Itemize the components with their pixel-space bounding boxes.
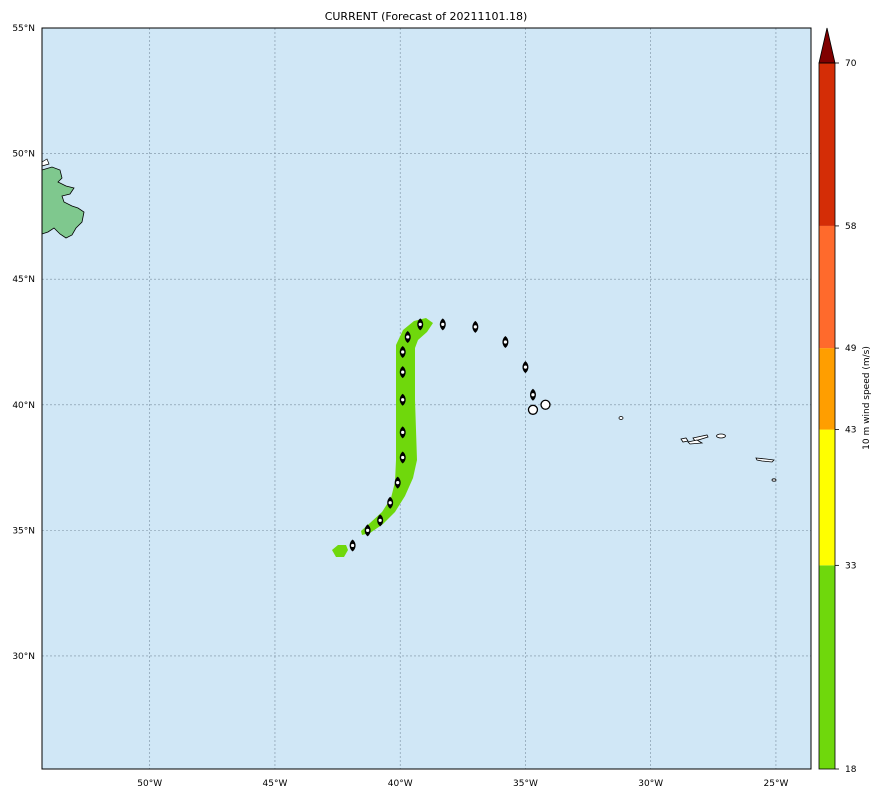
hurricane-symbol — [417, 318, 424, 331]
map-panel — [41, 27, 812, 770]
colorbar-segment — [819, 565, 835, 769]
wind-swath — [332, 318, 433, 557]
lat-tick-label: 50°N — [12, 150, 35, 160]
lat-tick-label: 40°N — [12, 401, 35, 411]
azores-islands — [618, 416, 777, 482]
colorbar-ticks: 18 33 43 49 58 70 — [835, 59, 857, 775]
hurricane-symbol — [364, 524, 371, 537]
island-corvo — [618, 416, 624, 420]
lat-tick-label: 45°N — [12, 275, 35, 285]
lat-tick-label: 55°N — [12, 24, 35, 34]
wind-swath-main — [361, 318, 433, 535]
island-terceira — [716, 433, 726, 439]
hurricane-symbol — [472, 320, 479, 333]
hurricane-symbol — [529, 388, 536, 401]
hurricane-symbol — [522, 361, 529, 374]
colorbar-label: 10 m wind speed (m/s) — [862, 346, 872, 450]
colorbar-segment — [819, 429, 835, 566]
hurricane-symbol — [387, 496, 394, 509]
colorbar-extend-arrow — [818, 27, 836, 64]
island-sao-jorge — [692, 434, 709, 442]
island-graciosa — [680, 437, 689, 443]
hurricane-symbol — [399, 366, 406, 379]
low-pressure-symbol — [527, 404, 539, 415]
colorbar-segment — [819, 63, 835, 226]
island-santa-maria — [771, 478, 777, 482]
wind-swath-fragment — [332, 545, 348, 557]
hurricane-symbol — [399, 346, 406, 359]
lat-tick-label: 35°N — [12, 526, 35, 536]
lon-tick-label: 45°W — [263, 779, 288, 789]
colorbar-tick-label: 49 — [845, 344, 857, 354]
map-title: CURRENT (Forecast of 20211101.18) — [325, 10, 528, 23]
lon-tick-label: 35°W — [513, 779, 538, 789]
ocean-background — [42, 28, 811, 769]
hurricane-symbol — [439, 318, 446, 331]
storm-track — [349, 318, 551, 552]
map-frame — [41, 27, 812, 770]
colorbar-segments — [819, 63, 835, 769]
hurricane-symbol — [377, 514, 384, 527]
colorbar-tick-label: 58 — [845, 222, 857, 232]
longitude-tick-labels: 50°W 45°W 40°W 35°W 30°W 25°W — [137, 779, 788, 789]
lon-tick-label: 40°W — [388, 779, 413, 789]
colorbar-tick-label: 43 — [845, 426, 856, 436]
low-pressure-symbol — [540, 399, 551, 410]
colorbar-frame — [818, 62, 836, 770]
colorbar-segment — [819, 348, 835, 430]
island-sao-miguel — [755, 457, 775, 463]
lon-tick-label: 30°W — [638, 779, 663, 789]
colorbar-segment — [819, 225, 835, 349]
newfoundland-landmass — [41, 166, 85, 239]
hurricane-symbol — [399, 451, 406, 464]
hurricane-symbol — [399, 393, 406, 406]
graticule — [42, 27, 811, 769]
hurricane-symbol — [399, 426, 406, 439]
colorbar-tick-label: 70 — [845, 59, 857, 69]
lat-tick-label: 30°N — [12, 652, 35, 662]
hurricane-symbol — [502, 335, 509, 348]
colorbar-tick-label: 18 — [845, 765, 857, 775]
lon-tick-label: 50°W — [137, 779, 162, 789]
hurricane-symbol — [394, 476, 401, 489]
wind-speed-colorbar: 18 33 43 49 58 70 10 m wind speed (m/s) — [818, 27, 872, 775]
latitude-tick-labels: 30°N 35°N 40°N 45°N 50°N 55°N — [12, 24, 35, 662]
hurricane-symbol — [349, 539, 356, 552]
island-pico — [687, 439, 704, 445]
hurricane-symbol — [404, 330, 411, 343]
lon-tick-label: 25°W — [764, 779, 789, 789]
colorbar-tick-label: 33 — [845, 561, 856, 571]
